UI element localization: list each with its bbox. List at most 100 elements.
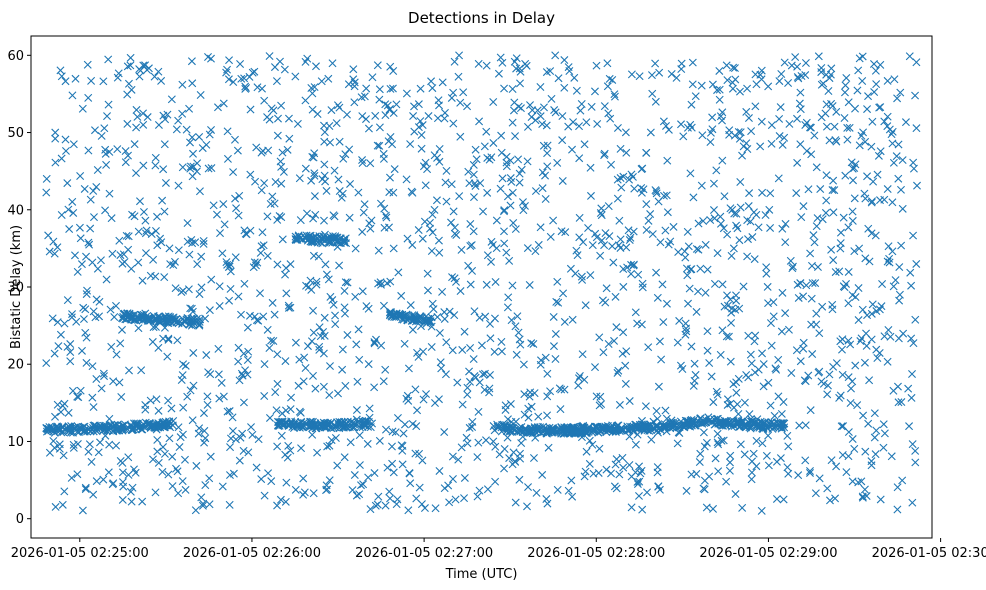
data-point xyxy=(688,80,697,89)
data-point xyxy=(165,434,174,443)
data-point xyxy=(694,287,703,296)
data-point xyxy=(775,114,784,123)
data-point xyxy=(246,170,255,179)
data-point xyxy=(679,132,688,141)
data-point xyxy=(560,56,569,65)
data-point xyxy=(595,401,604,410)
data-point xyxy=(466,219,475,228)
data-point xyxy=(427,343,436,352)
data-point xyxy=(327,436,336,445)
data-point xyxy=(844,267,853,276)
data-point xyxy=(248,430,257,439)
data-point xyxy=(512,350,521,359)
data-point xyxy=(178,430,187,439)
data-point xyxy=(759,382,768,391)
data-point xyxy=(838,345,846,354)
data-point xyxy=(600,149,609,158)
data-point xyxy=(326,292,335,301)
data-point xyxy=(897,241,906,250)
data-point xyxy=(382,213,391,222)
data-point xyxy=(748,233,757,242)
data-point xyxy=(92,375,101,383)
data-point xyxy=(863,105,872,114)
data-point xyxy=(247,423,256,432)
data-point xyxy=(231,253,240,262)
data-point xyxy=(742,107,751,116)
data-point xyxy=(188,307,197,316)
data-point xyxy=(491,442,500,451)
data-point xyxy=(581,467,590,476)
data-point xyxy=(174,489,183,498)
data-point xyxy=(888,198,897,207)
data-point xyxy=(610,90,619,99)
data-point xyxy=(911,458,920,467)
data-point xyxy=(379,154,388,163)
data-point xyxy=(867,142,876,151)
data-point xyxy=(720,192,729,201)
data-point xyxy=(500,84,509,93)
data-point xyxy=(848,216,857,225)
data-point xyxy=(677,59,686,68)
data-point xyxy=(148,337,157,346)
data-point xyxy=(729,63,738,72)
data-point xyxy=(301,96,310,105)
data-point xyxy=(726,204,735,213)
data-point xyxy=(144,64,153,73)
data-point xyxy=(69,208,78,217)
data-point xyxy=(159,316,168,325)
data-point xyxy=(260,179,269,188)
data-point xyxy=(608,242,617,251)
data-point xyxy=(343,278,352,287)
data-point xyxy=(764,461,773,470)
data-point xyxy=(574,381,583,390)
data-point xyxy=(725,130,734,139)
data-point xyxy=(883,185,892,194)
data-point xyxy=(783,463,792,472)
data-point xyxy=(376,199,385,208)
data-point xyxy=(911,315,920,324)
data-point xyxy=(319,349,328,358)
data-point xyxy=(265,413,274,422)
data-point xyxy=(781,238,790,247)
data-point xyxy=(325,441,334,450)
data-point xyxy=(234,211,243,220)
data-point xyxy=(463,102,472,111)
data-point xyxy=(203,400,212,409)
data-point xyxy=(555,384,564,393)
data-point xyxy=(297,444,306,453)
data-point xyxy=(53,243,62,252)
data-point xyxy=(511,322,520,331)
data-point xyxy=(500,206,509,215)
data-point xyxy=(710,279,719,288)
data-point xyxy=(580,140,589,149)
data-point xyxy=(638,505,647,514)
data-point xyxy=(696,449,705,458)
data-point xyxy=(273,350,282,359)
data-point xyxy=(299,377,308,386)
data-point xyxy=(374,246,383,255)
data-point xyxy=(274,114,282,123)
data-point xyxy=(497,347,506,356)
data-point xyxy=(726,295,735,304)
data-point xyxy=(646,128,655,137)
data-point xyxy=(840,114,849,123)
data-point xyxy=(514,155,523,164)
data-point xyxy=(587,102,596,111)
data-point xyxy=(487,237,496,246)
data-point xyxy=(428,299,437,308)
data-point xyxy=(888,127,897,136)
data-point xyxy=(752,462,761,471)
data-point xyxy=(556,405,565,414)
data-point xyxy=(303,209,311,218)
data-point xyxy=(198,501,207,510)
data-point xyxy=(274,418,283,427)
data-point xyxy=(848,477,857,486)
data-point xyxy=(471,145,480,154)
data-point xyxy=(225,407,234,416)
data-point xyxy=(715,85,724,94)
data-point xyxy=(631,308,640,317)
data-point xyxy=(159,111,168,120)
data-point xyxy=(892,152,901,161)
data-point xyxy=(662,299,671,308)
data-point xyxy=(853,86,862,95)
